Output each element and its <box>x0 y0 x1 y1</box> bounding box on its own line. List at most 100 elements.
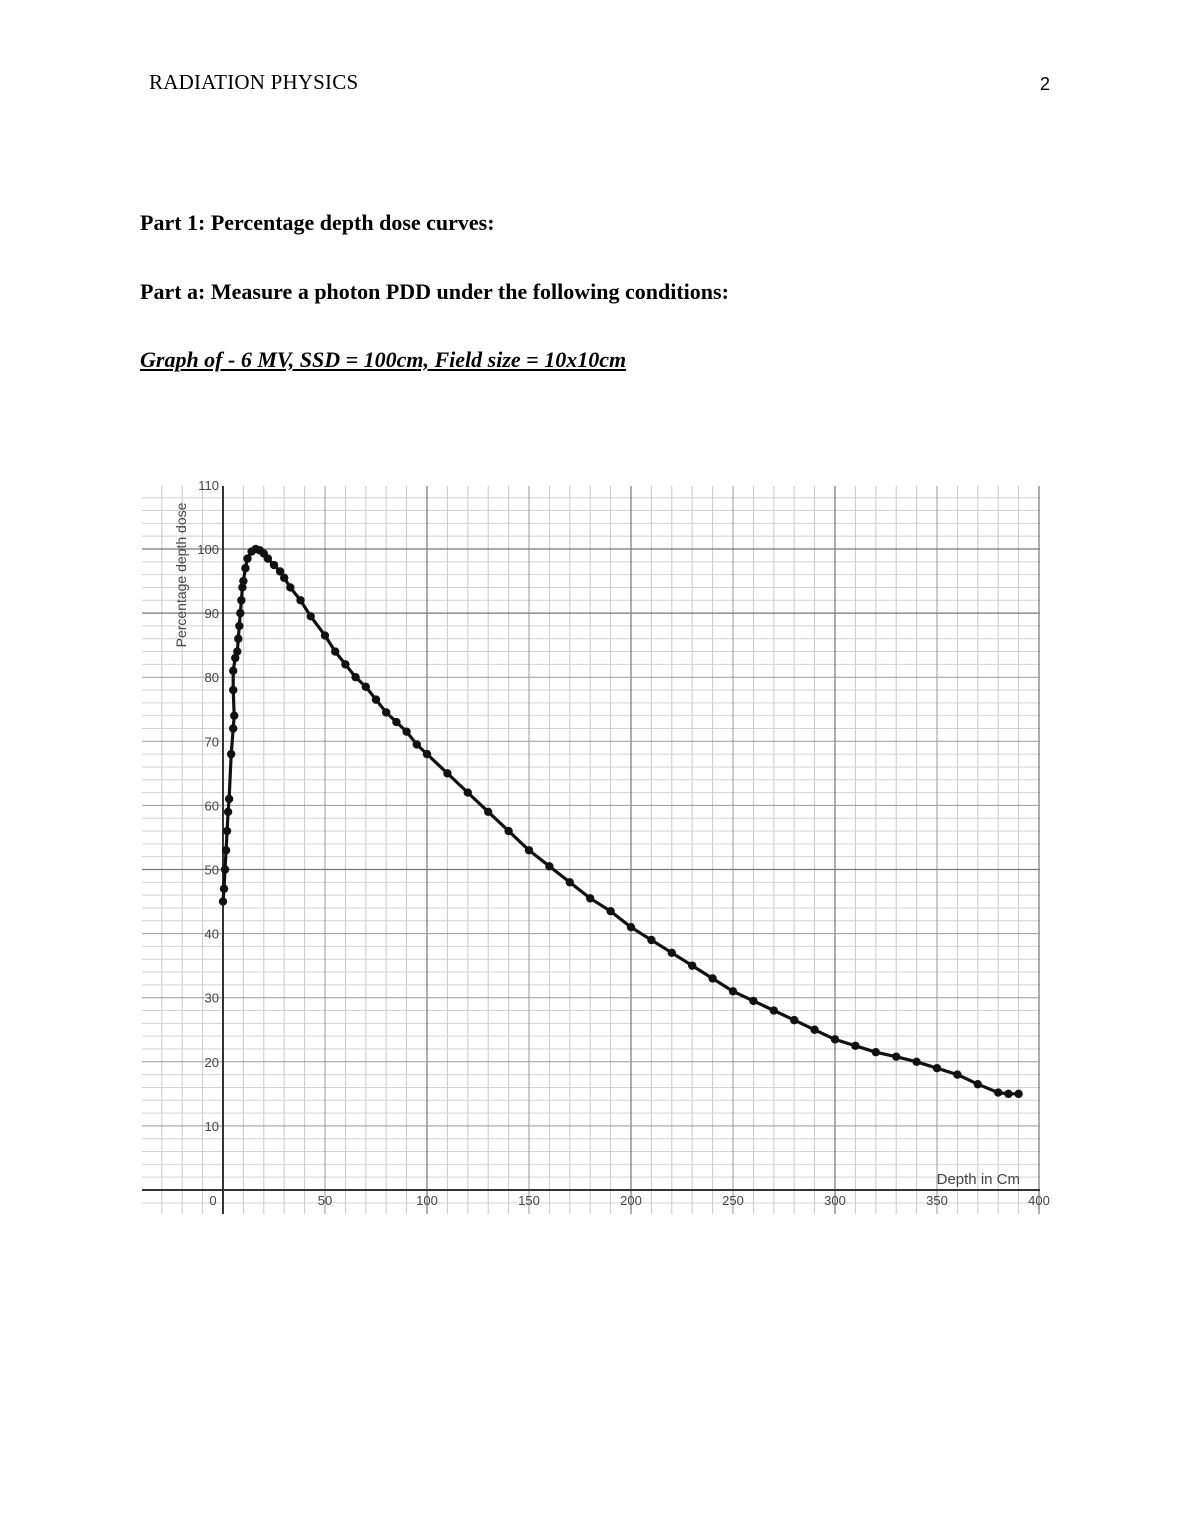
data-point <box>229 685 238 695</box>
y-tick-label: 30 <box>205 991 219 1006</box>
y-tick-label: 10 <box>205 1119 219 1134</box>
data-point <box>229 666 238 675</box>
y-tick-label: 40 <box>205 927 219 942</box>
x-tick-label: 100 <box>416 1193 438 1208</box>
data-point <box>626 922 636 932</box>
series-line-group <box>221 547 1021 1096</box>
data-point <box>224 794 234 804</box>
x-tick-label: 50 <box>318 1193 332 1208</box>
data-point <box>545 862 554 871</box>
data-point <box>239 576 248 586</box>
data-point <box>412 740 421 749</box>
data-point <box>392 717 401 727</box>
data-point <box>606 906 615 916</box>
data-point <box>241 564 250 573</box>
heading-part-a: Part a: Measure a photon PDD under the f… <box>140 279 729 304</box>
data-point <box>871 1047 880 1057</box>
data-point <box>230 711 239 720</box>
series-points-group <box>218 544 1023 1099</box>
x-tick-label: 350 <box>926 1193 948 1208</box>
data-point <box>263 554 273 563</box>
data-point <box>229 724 238 733</box>
data-point <box>231 653 240 663</box>
data-point <box>728 987 738 996</box>
series-line <box>221 547 1021 1096</box>
data-point <box>275 567 285 576</box>
y-tick-label: 50 <box>205 863 219 878</box>
data-point <box>973 1080 982 1089</box>
chart-axes <box>142 486 1040 1214</box>
x-axis-label: Depth in Cm <box>937 1171 1020 1188</box>
data-point <box>296 596 305 605</box>
data-point <box>243 554 252 563</box>
data-point <box>422 749 432 759</box>
y-tick-label: 80 <box>205 670 219 685</box>
data-point <box>223 807 233 817</box>
data-point <box>220 865 230 874</box>
x-tick-label: 150 <box>518 1193 540 1208</box>
data-point <box>647 935 656 945</box>
tick-labels: 0 50 100 150 200 250 300 350 400 10 20 30 40 50 60 70 80… <box>197 478 1050 1208</box>
data-point <box>953 1070 962 1079</box>
data-point <box>382 708 391 717</box>
data-point <box>306 612 315 621</box>
y-tick-label: 90 <box>205 606 219 621</box>
data-point <box>810 1025 819 1034</box>
data-point <box>371 695 381 704</box>
data-point <box>222 826 232 836</box>
y-axis-label: Percentage depth dose <box>173 502 189 647</box>
data-point <box>218 897 228 906</box>
page-number: 2 <box>1039 74 1050 94</box>
y-tick-label: 100 <box>197 542 219 557</box>
data-point <box>269 560 279 570</box>
data-point <box>1014 1089 1023 1099</box>
x-tick-label: 400 <box>1028 1193 1050 1208</box>
data-point <box>402 727 411 736</box>
data-point <box>238 583 247 592</box>
data-point <box>443 769 452 778</box>
running-head: RADIATION PHYSICS <box>149 70 359 94</box>
data-point <box>233 647 242 656</box>
data-point <box>769 1006 778 1015</box>
grid-major-lines <box>142 486 1040 1214</box>
data-point <box>892 1052 901 1061</box>
data-point <box>484 807 493 817</box>
data-point <box>320 631 330 640</box>
data-point <box>994 1088 1003 1097</box>
data-point <box>749 996 758 1006</box>
data-point <box>565 878 574 887</box>
data-point <box>851 1041 860 1050</box>
data-point <box>830 1035 840 1044</box>
data-point <box>688 961 697 970</box>
data-point <box>504 826 513 836</box>
data-point <box>331 647 340 656</box>
data-point <box>912 1057 921 1067</box>
x-tick-label: 300 <box>824 1193 846 1208</box>
grid-minor-lines <box>142 486 1040 1214</box>
y-tick-label: 110 <box>198 478 219 493</box>
graph-title: Graph of - 6 MV, SSD = 100cm, Field size… <box>140 347 627 372</box>
data-point <box>351 673 360 682</box>
data-point <box>361 682 370 692</box>
data-point <box>226 749 236 759</box>
y-tick-label: 60 <box>205 798 219 813</box>
data-point <box>586 894 595 903</box>
data-point <box>286 583 295 592</box>
data-point <box>236 608 245 618</box>
data-point <box>524 846 534 855</box>
data-point <box>1004 1089 1013 1099</box>
data-point <box>221 846 231 855</box>
y-tick-label: 20 <box>205 1055 219 1070</box>
x-tick-label: 250 <box>722 1193 744 1208</box>
data-point <box>790 1015 799 1025</box>
data-point <box>708 974 717 983</box>
data-point <box>237 596 246 605</box>
data-point <box>463 788 472 797</box>
data-point <box>667 948 676 958</box>
y-tick-label: 70 <box>205 734 219 749</box>
data-point <box>341 660 350 669</box>
data-point <box>280 573 289 583</box>
data-point <box>234 634 243 643</box>
